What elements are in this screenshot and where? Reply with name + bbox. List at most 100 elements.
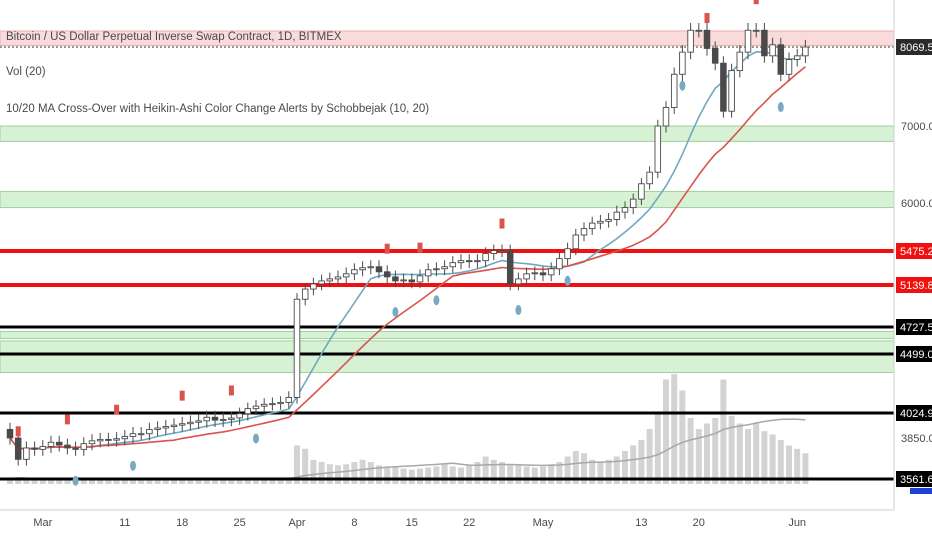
volume-bar bbox=[745, 429, 751, 484]
candle bbox=[416, 275, 424, 283]
volume-bar bbox=[162, 479, 169, 484]
y-tick-label: 6000.0 bbox=[901, 198, 932, 210]
price-label-box bbox=[896, 243, 932, 259]
volume-bar bbox=[154, 479, 161, 484]
price-label-box bbox=[896, 346, 932, 362]
volume-bar bbox=[23, 478, 30, 484]
x-tick-label: 22 bbox=[463, 517, 475, 529]
candle bbox=[433, 268, 440, 271]
volume-bar bbox=[220, 478, 227, 484]
volume-bar bbox=[622, 451, 628, 484]
volume-bar bbox=[302, 448, 309, 484]
candle bbox=[236, 413, 243, 419]
volume-bar bbox=[753, 423, 760, 484]
candle bbox=[285, 396, 293, 403]
candle bbox=[301, 288, 309, 300]
volume-bar bbox=[64, 479, 71, 484]
indicator-legend: 10/20 MA Cross-Over with Heikin-Ashi Col… bbox=[6, 103, 430, 115]
volume-bar bbox=[187, 479, 194, 484]
volume-bar bbox=[802, 453, 809, 484]
candle bbox=[761, 29, 768, 57]
candle bbox=[293, 298, 301, 398]
volume-bar bbox=[425, 467, 432, 484]
volume-bar bbox=[777, 440, 784, 484]
buy-signal-marker bbox=[433, 295, 440, 306]
volume-bar bbox=[400, 468, 407, 484]
candle bbox=[367, 266, 375, 269]
volume-bar bbox=[507, 464, 514, 484]
candle bbox=[80, 443, 88, 450]
volume-bar bbox=[786, 445, 792, 484]
candle bbox=[605, 219, 612, 222]
volume-bar bbox=[712, 418, 719, 484]
price-label-box bbox=[896, 277, 932, 293]
volume-bar bbox=[482, 456, 489, 484]
price-label-box bbox=[896, 471, 932, 487]
candle bbox=[310, 283, 317, 290]
sell-signal-marker bbox=[417, 242, 423, 253]
candle bbox=[588, 222, 596, 230]
candle bbox=[64, 444, 71, 449]
volume-bar bbox=[490, 459, 497, 484]
candle bbox=[195, 420, 202, 423]
candle bbox=[187, 421, 194, 425]
volume-bar bbox=[31, 479, 38, 484]
candle bbox=[662, 107, 670, 127]
candle bbox=[777, 44, 785, 75]
volume-bar bbox=[80, 479, 87, 484]
price-label-box bbox=[896, 39, 932, 55]
volume-bar bbox=[236, 478, 243, 484]
x-tick-label: 8 bbox=[351, 517, 357, 529]
candle bbox=[769, 44, 776, 57]
volume-bar bbox=[769, 434, 776, 484]
candle bbox=[572, 234, 580, 250]
candle bbox=[449, 262, 457, 268]
buy-signal-marker bbox=[515, 305, 522, 316]
volume-bar bbox=[343, 464, 350, 484]
candle bbox=[703, 29, 711, 49]
candle bbox=[170, 424, 178, 428]
candle bbox=[72, 447, 79, 450]
sell-signal-marker bbox=[753, 0, 759, 5]
candle bbox=[383, 271, 391, 278]
volume-bar bbox=[228, 478, 235, 484]
candle bbox=[392, 276, 399, 282]
candle bbox=[539, 272, 547, 276]
volume-bar bbox=[384, 466, 391, 484]
candle bbox=[564, 248, 571, 260]
price-label: 5139.8 bbox=[900, 280, 932, 292]
volume-bar bbox=[97, 478, 104, 484]
candle bbox=[408, 279, 416, 283]
price-label-box bbox=[896, 319, 932, 335]
volume-bar bbox=[556, 462, 563, 484]
volume-bar bbox=[720, 379, 727, 484]
ma10-line bbox=[9, 50, 806, 450]
volume-bar bbox=[638, 440, 645, 484]
volume-bar bbox=[654, 412, 661, 484]
volume-bar bbox=[326, 464, 333, 484]
candle bbox=[515, 278, 522, 285]
volume-bar bbox=[376, 465, 382, 484]
red-level-line-0 bbox=[0, 249, 894, 253]
black-level-line-2 bbox=[0, 411, 894, 415]
volume-bar bbox=[285, 477, 292, 484]
black-level-line-1 bbox=[0, 352, 894, 356]
candle bbox=[629, 198, 637, 209]
candle bbox=[736, 51, 744, 72]
volume-bar bbox=[294, 445, 300, 484]
candle bbox=[793, 55, 801, 60]
candle bbox=[654, 125, 662, 173]
volume-bar bbox=[48, 478, 54, 484]
candle bbox=[695, 29, 703, 32]
y-tick-label: 3850.0 bbox=[901, 433, 932, 445]
buy-signal-marker bbox=[777, 102, 784, 113]
candle bbox=[277, 401, 284, 405]
price-axis-accent bbox=[910, 488, 932, 494]
x-tick-label: 20 bbox=[693, 517, 705, 529]
volume-bar bbox=[794, 448, 801, 484]
candle bbox=[47, 441, 55, 447]
volume-bar bbox=[146, 479, 153, 484]
candle bbox=[6, 428, 14, 439]
volume-bar bbox=[269, 477, 276, 484]
